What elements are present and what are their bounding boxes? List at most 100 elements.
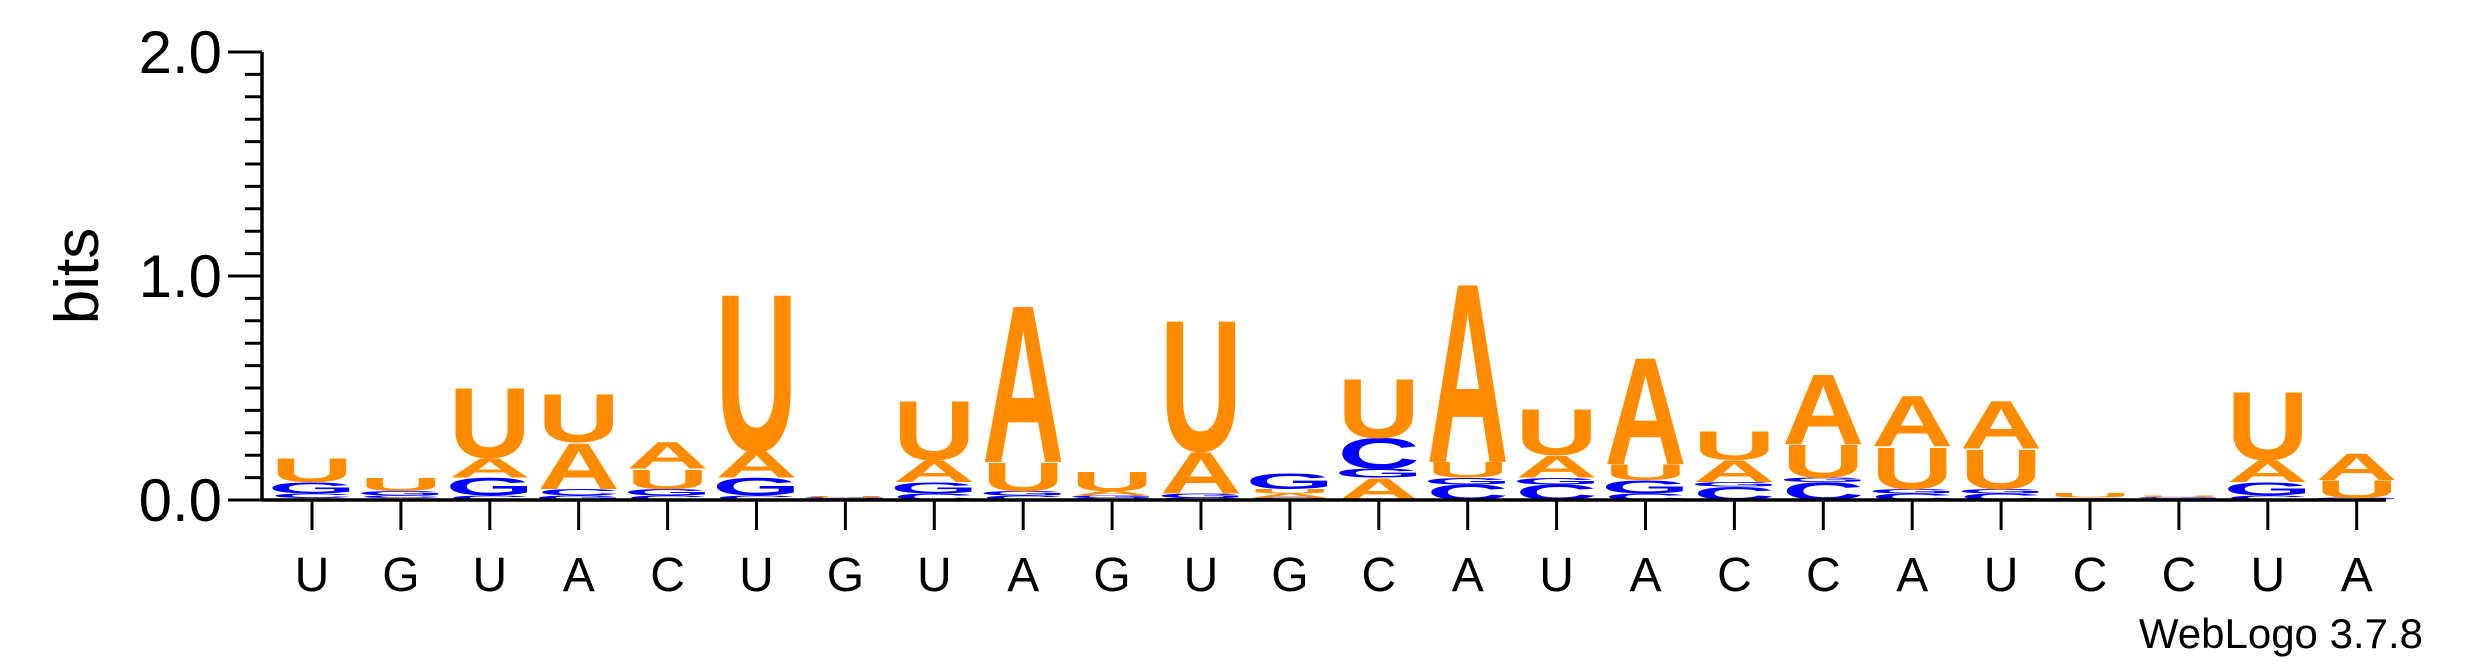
logo-letter-C: C [715,494,797,501]
x-tick-label: U [1184,549,1219,602]
logo-letter-U: U [1782,436,1864,488]
logo-letter-U: U [1604,460,1686,484]
x-tick-label: C [650,549,685,602]
logo-letter-A: A [715,444,797,486]
logo-letter-A: A [626,435,708,477]
logo-letter-A: A [1604,326,1686,497]
logo-letter-G: G [1601,476,1690,497]
logo-letter-G: G [1068,495,1157,498]
logo-letter-A: A [2316,446,2398,488]
x-tick-label: C [2162,549,2197,602]
logo-letter-C: C [449,494,531,501]
logo-letter-C: C [1604,492,1686,502]
x-tick-label: C [1361,549,1396,602]
logo-letter-G: G [890,479,979,497]
logo-letter-U: U [271,451,353,489]
logo-letter-C: C [1338,430,1420,479]
logo-letter-U: U [1160,280,1242,490]
logo-letter-C: C [271,492,353,499]
x-tick-label: C [2073,549,2108,602]
x-tick-label: U [295,549,330,602]
logo-letter-G: G [1868,488,1957,495]
logo-letter-A: A [893,454,975,489]
logo-letter-C: C [1871,492,1953,502]
logo-letter-C: C [2227,494,2309,501]
logo-letter-G: G [1512,476,1601,486]
logo-letter-G: G [979,490,1068,497]
logo-letter-G: G [1690,481,1779,488]
x-tick-label: C [1806,549,1841,602]
logo-letter-A: A [982,257,1064,509]
logo-letter-U: U [1693,424,1775,469]
logo-letter-G: G [2046,497,2135,498]
logo-letter-C: C [360,495,442,498]
y-axis-ticks: 0.0 1.0 2.0 [139,19,262,534]
logo-letter-U: U [1960,439,2042,502]
logo-letter-A: A [1071,490,1153,497]
logo-letter-G: G [1423,476,1512,486]
logo-letter-U: U [1515,396,1597,469]
logo-letter-G: G [712,473,801,501]
logo-letter-U: U [982,455,1064,500]
logo-letter-C: C [1960,492,2042,502]
logo-letter-A: A [1960,386,2042,463]
logo-letter-G: G [1779,476,1868,483]
logo-letter-U: U [449,367,531,479]
x-tick-label: U [917,549,952,602]
y-tick-label: 2.0 [139,19,222,86]
x-tick-label: U [1984,549,2019,602]
logo-letter-A: A [538,429,620,502]
logo-letter-U: U [893,384,975,478]
logo-letter-U: U [538,380,620,457]
x-tick-label: U [739,549,774,602]
x-tick-label: C [1717,549,1752,602]
logo-letter-G: G [1157,492,1246,499]
y-tick-label: 1.0 [139,243,222,310]
logo-letter-A: A [1427,231,1509,518]
logo-letter-U: U [804,496,886,498]
logo-letter-C: C [538,487,620,497]
logo-letter-U: U [2049,492,2131,499]
weblogo-credit: WebLogo 3.7.8 [2139,610,2423,657]
logo-letter-C: C [893,492,975,502]
logo-letter-G: G [268,479,357,497]
logo-letter-G: G [1957,488,2046,495]
logo-letter-C: C [626,494,708,501]
x-tick-label: A [1452,549,1484,602]
logo-letter-G: G [446,473,535,501]
logo-letter-U: U [1338,361,1420,455]
logo-letter-stacks: ACGUACGUCGAUGCAUCGUACGAUACGUCGAUCGUACGAU… [268,231,2401,518]
x-tick-label: G [1271,549,1308,602]
x-tick-label: U [472,549,507,602]
logo-letter-G: G [534,494,623,501]
x-tick-label: A [563,549,595,602]
logo-letter-A: A [1693,454,1775,489]
logo-letter-U: U [715,246,797,498]
logo-letter-G: G [1335,466,1424,480]
logo-letter-U: U [360,474,442,495]
y-tick-label: 0.0 [139,467,222,534]
x-tick-label: U [1539,549,1574,602]
logo-letter-U: U [2138,496,2220,498]
logo-letter-A: A [449,452,531,484]
x-tick-label: G [827,549,864,602]
logo-letter-C: C [982,494,1064,501]
x-tick-label: A [2341,549,2373,602]
x-tick-label: G [382,549,419,602]
logo-letter-U: U [1071,466,1153,498]
x-tick-label: G [1093,549,1130,602]
logo-letter-G: G [2135,497,2224,499]
logo-letter-A: A [1160,440,1242,506]
logo-letter-G: G [2224,479,2313,500]
logo-letter-A: A [2227,454,2309,489]
logo-letter-G: G [623,487,712,497]
logo-letter-A: A [1515,449,1597,484]
logo-letter-A: A [1249,492,1331,499]
logo-letter-A: A [1871,382,1953,462]
logo-letter-U: U [2227,373,2309,481]
logo-letter-U: U [1249,488,1331,495]
x-tick-label: A [1629,549,1661,602]
logo-letter-U: U [1871,436,1953,502]
